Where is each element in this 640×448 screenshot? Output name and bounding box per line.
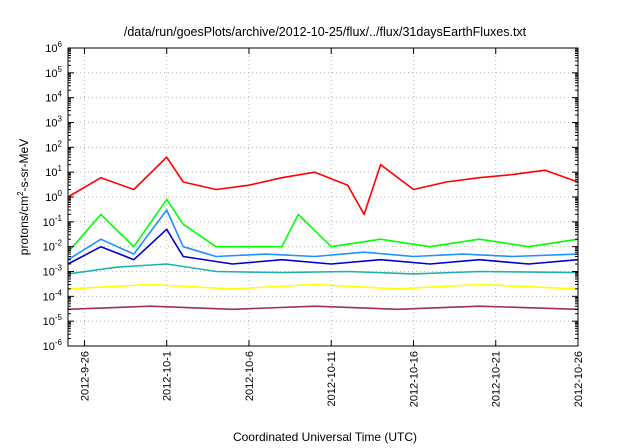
x-tick-label: 2012-10-6 [244, 351, 256, 401]
grid [68, 48, 578, 346]
y-axis-label-main: protons/cm [17, 196, 31, 255]
series-line [67, 263, 579, 275]
y-tick-label: 106 [45, 40, 62, 55]
y-axis: 10-6 10-5 10-4 10-3 10-2 10-1 100 101 102 103 104 1… [43, 40, 578, 353]
y-tick-label: 100 [45, 189, 62, 204]
x-tick-label: 2012-10-11 [326, 351, 338, 406]
x-axis: 2012-9-26 2012-10-1 2012-10-6 2012-10-11 201… [79, 48, 585, 407]
series-line [67, 198, 579, 253]
series-group [67, 156, 579, 311]
y-axis-label: protons/cm2-s-sr-MeV [16, 139, 31, 255]
y-tick-label: 10-4 [43, 288, 63, 303]
y-tick-label: 104 [45, 90, 62, 105]
x-tick-label: 2012-9-26 [79, 351, 91, 401]
y-tick-label: 103 [45, 115, 62, 130]
series-line [67, 156, 579, 216]
x-tick-label: 2012-10-1 [162, 351, 174, 401]
series-line [67, 228, 579, 265]
y-tick-label: 10-5 [43, 313, 63, 328]
y-tick-label: 10-3 [43, 264, 63, 279]
y-tick-label: 102 [45, 139, 62, 154]
series-line [67, 305, 579, 311]
y-tick-label: 10-1 [43, 214, 63, 229]
y-axis-label-superscript: 2 [16, 191, 25, 196]
x-tick-label: 2012-10-26 [573, 351, 585, 407]
y-tick-label: 10-2 [43, 239, 63, 254]
x-tick-label: 2012-10-21 [491, 351, 503, 407]
series-line [67, 209, 579, 261]
series-line [67, 283, 579, 290]
y-tick-label: 105 [45, 65, 62, 80]
chart-title: /data/run/goesPlots/archive/2012-10-25/f… [124, 25, 527, 39]
x-axis-label: Coordinated Universal Time (UTC) [233, 430, 417, 444]
y-axis-label-rest: -s-sr-MeV [17, 139, 31, 192]
x-tick-label: 2012-10-16 [408, 351, 420, 407]
y-tick-label: 101 [45, 164, 62, 179]
y-tick-label: 10-6 [43, 338, 63, 353]
